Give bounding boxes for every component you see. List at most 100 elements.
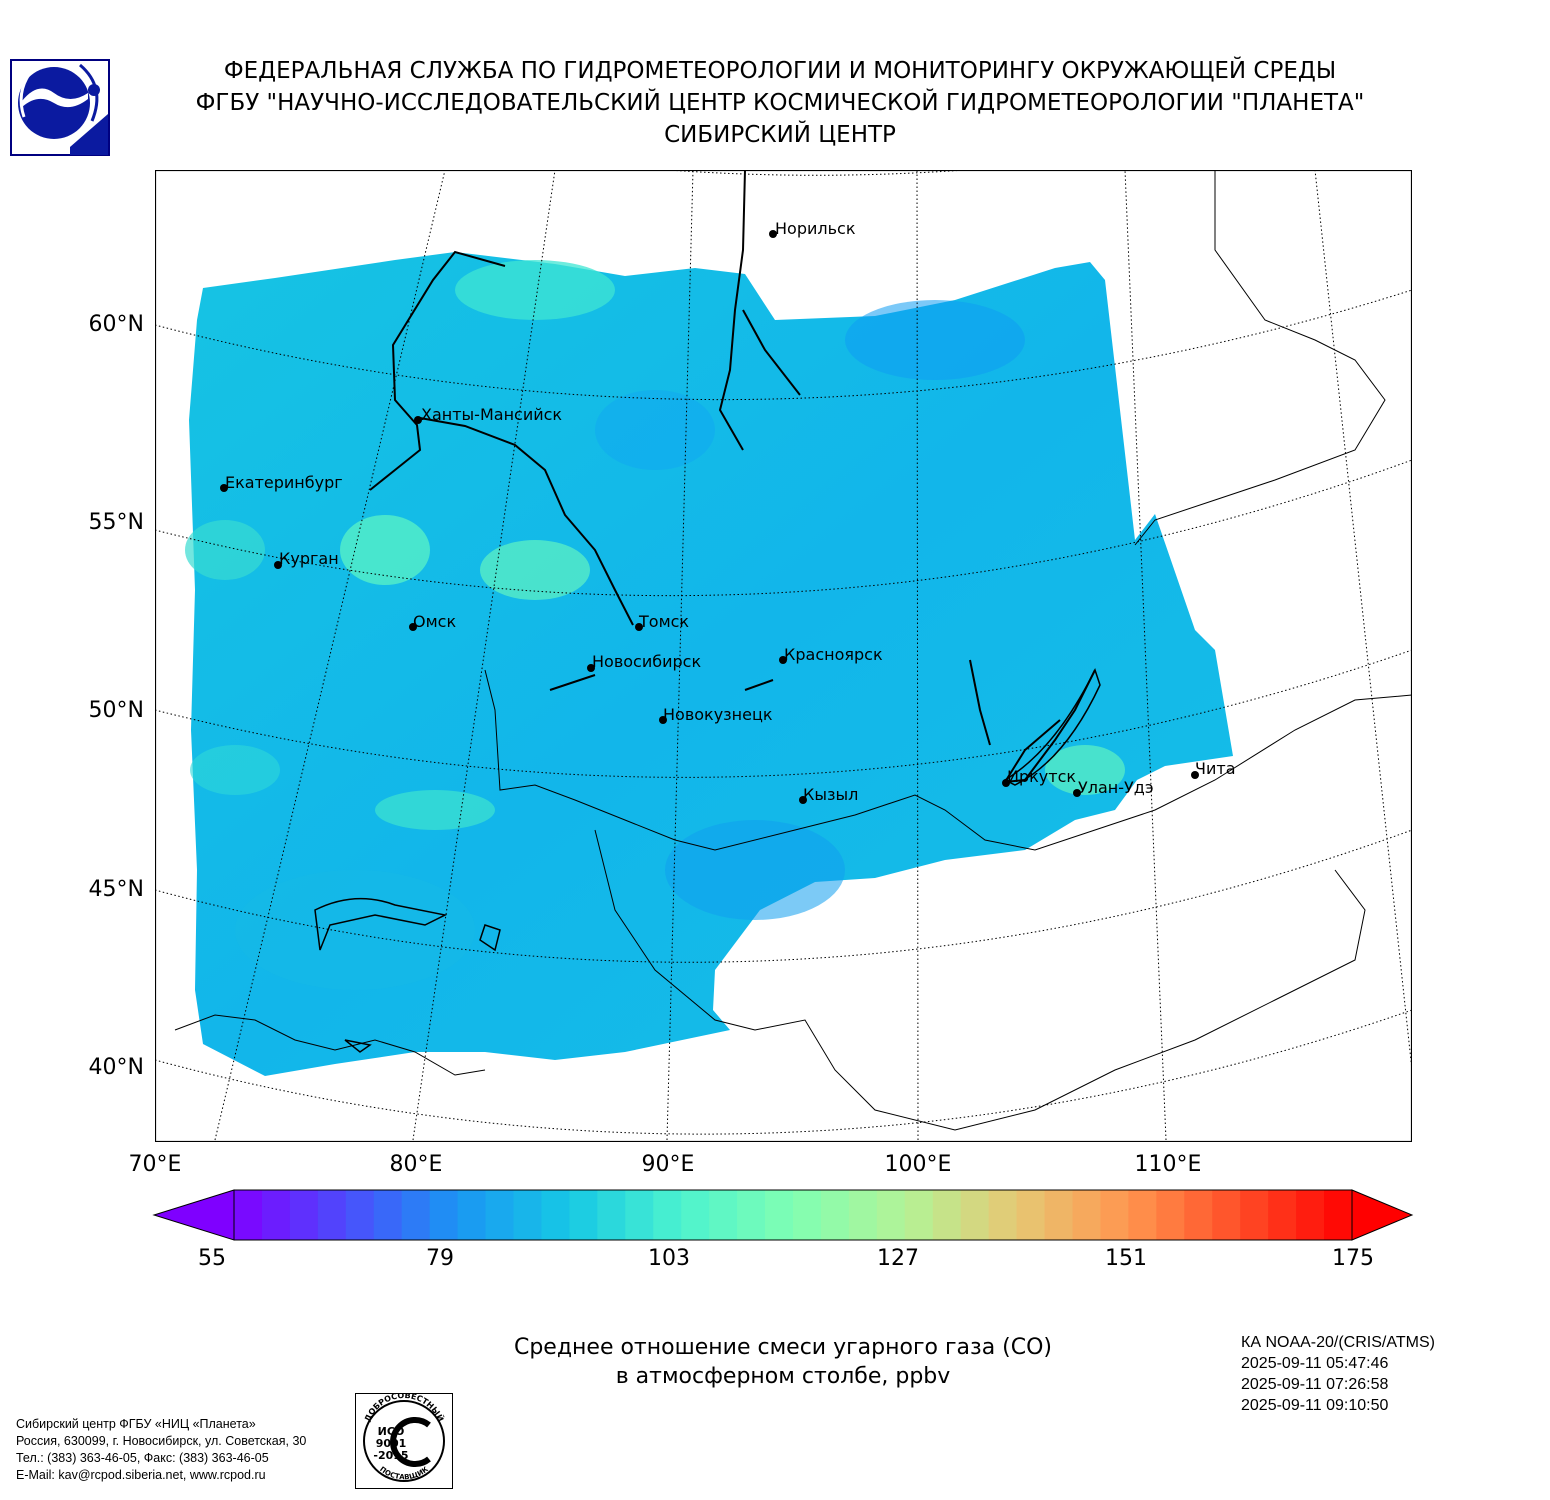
svg-text:Иркутск: Иркутск	[1007, 767, 1076, 786]
colorbar-step	[289, 1190, 319, 1240]
colorbar-step	[541, 1190, 570, 1240]
city-norilsk: Норильск	[769, 219, 856, 238]
lon-label-110: 110°E	[1134, 1152, 1202, 1177]
svg-text:Омск: Омск	[413, 612, 456, 631]
colorbar-tick-1: 79	[426, 1246, 454, 1271]
colorbar-step	[765, 1190, 794, 1240]
lon-label-100: 100°E	[884, 1152, 952, 1177]
colorbar-step	[1212, 1190, 1241, 1240]
city-markers: Норильск Ханты-Мансийск Екатеринбург Кур…	[220, 219, 1236, 804]
colorbar-step	[1184, 1190, 1213, 1240]
lon-label-90: 90°E	[641, 1152, 695, 1177]
city-kyzyl: Кызыл	[799, 785, 858, 804]
svg-text:Курган: Курган	[279, 549, 339, 568]
product-title-line-1: Среднее отношение смеси угарного газа (C…	[513, 1335, 1053, 1360]
product-title: Среднее отношение смеси угарного газа (C…	[400, 1333, 1166, 1391]
colorbar-step	[1016, 1190, 1046, 1240]
city-chita: Чита	[1191, 759, 1236, 779]
colorbar-step	[1240, 1190, 1269, 1240]
colorbar-tick-2: 103	[648, 1246, 690, 1271]
colorbar-step	[597, 1190, 626, 1240]
colorbar-step	[681, 1190, 710, 1240]
lon-label-70: 70°E	[128, 1152, 182, 1177]
colorbar-tick-3: 127	[877, 1246, 919, 1271]
svg-text:ИСО: ИСО	[378, 1425, 405, 1438]
colorbar-step	[932, 1190, 962, 1240]
header-line-1: ФЕДЕРАЛЬНАЯ СЛУЖБА ПО ГИДРОМЕТЕОРОЛОГИИ …	[223, 58, 1337, 84]
meridians	[214, 170, 1412, 1141]
svg-text:Норильск: Норильск	[775, 219, 856, 238]
colorbar-step	[904, 1190, 934, 1240]
colorbar-step	[1128, 1190, 1157, 1240]
colorbar-step	[373, 1190, 403, 1240]
colorbar-step	[513, 1190, 543, 1240]
city-khanty-mansiysk: Ханты-Мансийск	[414, 405, 562, 424]
colorbar-step	[737, 1190, 766, 1240]
city-novosibirsk: Новосибирск	[587, 652, 701, 672]
colorbar-step	[876, 1190, 906, 1240]
header-line-3: СИБИРСКИЙ ЦЕНТР	[664, 122, 896, 148]
svg-text:Чита: Чита	[1195, 759, 1236, 778]
lat-label-40: 40°N	[88, 1055, 144, 1080]
colorbar-step	[960, 1190, 990, 1240]
colorbar	[152, 1189, 1414, 1241]
org-name: Сибирский центр ФГБУ «НИЦ «Планета»	[16, 1417, 256, 1431]
pass-time-3: 2025-09-11 09:10:50	[1241, 1397, 1389, 1414]
lat-label-60: 60°N	[88, 312, 144, 337]
colorbar-step	[457, 1190, 487, 1240]
colorbar-step	[261, 1190, 291, 1240]
city-kurgan: Курган	[274, 549, 339, 569]
colorbar-step	[848, 1190, 878, 1240]
colorbar-min-arrow	[152, 1189, 235, 1241]
lat-label-50: 50°N	[88, 698, 144, 723]
svg-text:Ханты-Мансийск: Ханты-Мансийск	[421, 405, 562, 424]
colorbar-tick-0: 55	[198, 1246, 226, 1271]
colorbar-step	[1268, 1190, 1297, 1240]
org-phone: Тел.: (383) 363-46-05, Факс: (383) 363-4…	[16, 1451, 269, 1465]
colorbar-step	[709, 1190, 738, 1240]
colorbar-tick-4: 151	[1105, 1246, 1147, 1271]
city-irkutsk: Иркутск	[1002, 767, 1076, 787]
co-concentration-map: Норильск Ханты-Мансийск Екатеринбург Кур…	[155, 170, 1412, 1142]
colorbar-step	[1324, 1190, 1353, 1240]
colorbar-step	[317, 1190, 347, 1240]
svg-text:9001: 9001	[376, 1437, 407, 1450]
lakes	[314, 668, 1101, 1053]
planeta-logo	[10, 59, 110, 156]
svg-text:Красноярск: Красноярск	[784, 645, 883, 664]
colorbar-step	[1100, 1190, 1129, 1240]
svg-text:Новокузнецк: Новокузнецк	[663, 705, 773, 724]
colorbar-step	[1296, 1190, 1325, 1240]
svg-text:Кызыл: Кызыл	[803, 785, 858, 804]
borders	[174, 170, 1412, 1131]
colorbar-max-arrow	[1351, 1189, 1414, 1241]
colorbar-step	[1156, 1190, 1185, 1240]
lat-label-45: 45°N	[88, 877, 144, 902]
colorbar-step	[625, 1190, 654, 1240]
colorbar-step	[429, 1190, 459, 1240]
colorbar-step	[569, 1190, 598, 1240]
org-email: E-Mail: kav@rcpod.siberia.net, www.rcpod…	[16, 1468, 266, 1482]
city-krasnoyarsk: Красноярск	[779, 645, 883, 664]
iso-certification-logo: ДОБРОСОВЕСТНЫЙ ПОСТАВЩИК ИСО 9001 -2015	[355, 1393, 453, 1489]
pass-time-1: 2025-09-11 05:47:46	[1241, 1355, 1389, 1372]
city-ulan-ude: Улан-Удэ	[1073, 778, 1154, 797]
organization-info: Сибирский центр ФГБУ «НИЦ «Планета» Росс…	[16, 1416, 306, 1484]
svg-text:Новосибирск: Новосибирск	[592, 652, 701, 671]
satellite-info: КА NOAA-20/(CRIS/ATMS) 2025-09-11 05:47:…	[1241, 1332, 1435, 1416]
svg-text:Улан-Удэ: Улан-Удэ	[1078, 778, 1154, 797]
org-address: Россия, 630099, г. Новосибирск, ул. Сове…	[16, 1434, 307, 1448]
city-ekaterinburg: Екатеринбург	[220, 473, 343, 492]
colorbar-tick-5: 175	[1332, 1246, 1374, 1271]
data-swath	[189, 252, 1233, 1076]
colorbar-step	[793, 1190, 822, 1240]
svg-text:Екатеринбург: Екатеринбург	[225, 473, 343, 492]
pass-time-2: 2025-09-11 07:26:58	[1241, 1376, 1389, 1393]
lon-label-80: 80°E	[389, 1152, 443, 1177]
colorbar-step	[653, 1190, 682, 1240]
colorbar-step	[401, 1190, 431, 1240]
satellite-name: КА NOAA-20/(CRIS/ATMS)	[1241, 1334, 1435, 1351]
colorbar-step	[988, 1190, 1018, 1240]
colorbar-step	[820, 1190, 850, 1240]
rivers	[369, 170, 1096, 784]
